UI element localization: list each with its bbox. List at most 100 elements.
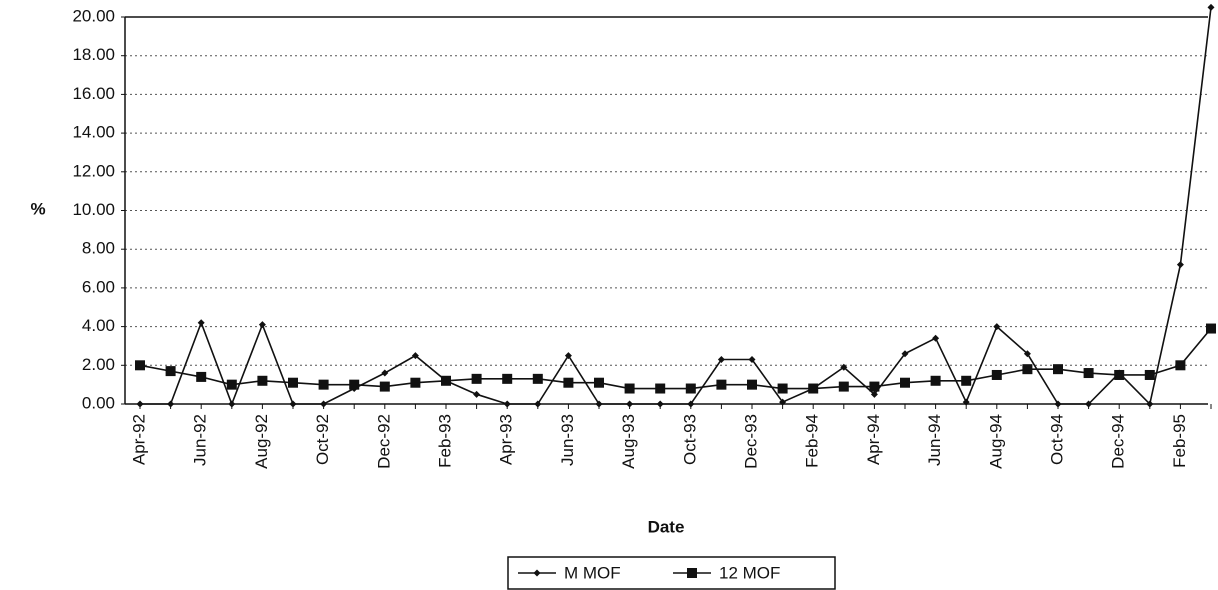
marker [226,379,237,390]
marker [962,398,970,406]
marker [503,400,511,408]
x-tick-label: Apr-92 [129,414,148,465]
marker [473,390,481,398]
marker [1022,364,1033,375]
marker [1175,360,1186,371]
marker [624,383,635,394]
marker [869,381,880,392]
marker [165,366,176,377]
y-tick-label: 12.00 [72,161,115,180]
marker [777,383,788,394]
x-tick-label: Jun-93 [558,414,577,466]
marker [258,321,266,329]
x-tick-label: Oct-92 [313,414,332,465]
marker [197,319,205,327]
series-line [139,328,1212,390]
marker [779,398,787,406]
marker [808,383,819,394]
x-tick-label: Feb-95 [1170,414,1189,468]
x-tick-label: Dec-92 [374,414,393,469]
marker [534,400,542,408]
marker [840,363,848,371]
x-tick-label: Apr-94 [864,414,883,465]
marker [410,377,421,388]
marker [687,568,697,578]
y-tick-label: 2.00 [82,355,115,374]
x-tick-label: Apr-93 [497,414,516,465]
marker [257,375,268,386]
y-tick-label: 20.00 [72,6,115,25]
marker [748,355,756,363]
marker [411,352,419,360]
x-tick-label: Oct-93 [680,414,699,465]
marker [991,369,1002,380]
marker [932,334,940,342]
marker [1023,350,1031,358]
x-tick-label: Jun-94 [925,414,944,466]
x-tick-label: Aug-92 [252,414,271,469]
marker [167,400,175,408]
marker [1053,364,1063,375]
y-tick-label: 18.00 [72,45,115,64]
marker [717,355,725,363]
marker [901,350,909,358]
y-tick-label: 0.00 [82,393,115,412]
legend-label: M MOF [564,563,621,582]
marker [288,377,298,388]
y-axis-label: % [30,199,45,218]
marker [533,569,541,577]
marker [1146,400,1154,408]
x-tick-label: Dec-94 [1109,414,1128,469]
x-tick-label: Oct-94 [1047,414,1066,465]
marker [993,323,1001,331]
x-tick-label: Feb-94 [803,414,822,468]
marker [1083,368,1094,379]
y-tick-label: 8.00 [82,239,115,258]
marker [135,360,145,371]
marker [1206,323,1216,334]
marker [532,373,543,384]
marker [289,400,297,408]
legend-label: 12 MOF [719,563,780,582]
y-tick-label: 14.00 [72,123,115,142]
marker [564,352,572,360]
marker [900,377,910,388]
marker [502,373,513,384]
x-tick-label: Dec-93 [741,414,760,469]
x-tick-label: Aug-93 [619,414,638,469]
marker [196,371,207,382]
marker [441,375,451,386]
marker [136,400,144,408]
y-tick-label: 10.00 [72,200,115,219]
x-tick-label: Jun-92 [191,414,210,466]
marker [716,379,727,390]
x-tick-label: Aug-94 [986,414,1005,469]
marker [318,379,329,390]
marker [838,381,849,392]
series-line [140,7,1212,407]
y-tick-label: 6.00 [82,277,115,296]
marker [349,379,360,390]
x-tick-label: Feb-93 [435,414,454,468]
marker [870,390,878,398]
y-tick-label: 4.00 [82,316,115,335]
marker [747,379,757,390]
marker [1054,400,1062,408]
marker [1144,369,1155,380]
y-tick-label: 16.00 [72,84,115,103]
legend-box [507,556,836,590]
marker [656,400,664,408]
marker [471,373,482,384]
marker [687,400,695,408]
x-axis-label: Date [648,517,685,536]
marker [626,400,634,408]
marker [228,400,236,408]
marker [594,377,604,388]
marker [1085,400,1093,408]
marker [381,369,389,377]
marker [961,375,972,386]
marker [379,381,390,392]
marker [685,383,696,394]
marker [655,383,666,394]
